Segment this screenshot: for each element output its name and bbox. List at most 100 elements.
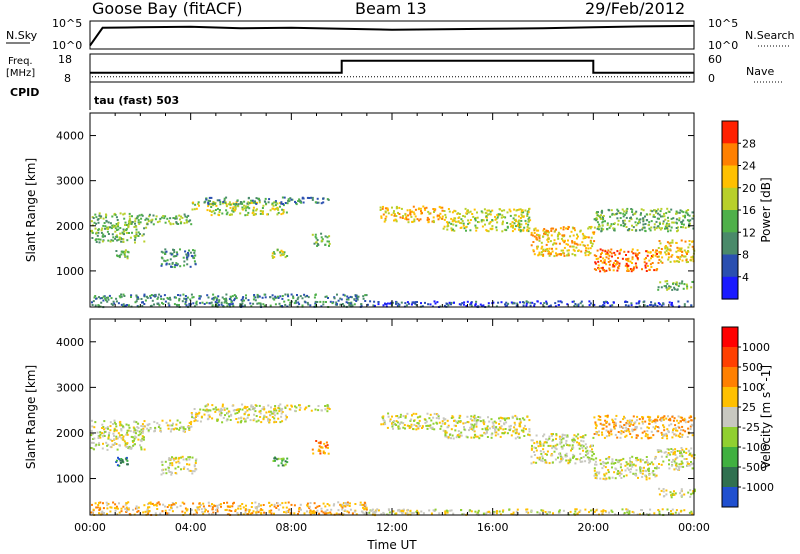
echo-cell (324, 295, 327, 298)
echo-cell (95, 241, 98, 243)
echo-cell (601, 431, 603, 434)
echo-cell (575, 435, 578, 438)
echo-cell (284, 501, 287, 504)
echo-cell (473, 414, 476, 417)
echo-cell (175, 423, 178, 426)
echo-cell (355, 297, 358, 300)
echo-cell (192, 502, 195, 505)
echo-cell (596, 211, 599, 214)
echo-cell (139, 221, 142, 224)
echo-cell (626, 463, 629, 466)
colorbar-swatch (722, 210, 738, 233)
echo-cell (613, 426, 616, 428)
echo-cell (110, 227, 113, 230)
power-colorbar-label: Power [dB] (759, 177, 773, 242)
echo-cell (237, 408, 240, 411)
echo-cell (414, 301, 417, 304)
echo-cell (220, 407, 223, 410)
echo-cell (668, 225, 671, 228)
echo-cell (160, 430, 162, 433)
echo-cell (162, 298, 165, 301)
echo-cell (128, 218, 131, 221)
echo-cell (277, 407, 280, 409)
beam-title: Beam 13 (355, 0, 427, 18)
echo-cell (444, 511, 447, 514)
echo-cell (655, 227, 658, 230)
echo-cell (657, 208, 660, 211)
echo-cell (137, 427, 140, 429)
echo-cell (279, 205, 281, 208)
echo-cell (296, 298, 299, 301)
echo-cell (171, 462, 174, 465)
velocity-colorbar-label: Velocity [m s^-1] (759, 365, 773, 469)
echo-cell (333, 296, 336, 299)
echo-cell (691, 434, 694, 437)
echo-cell (153, 420, 156, 423)
echo-cell (670, 255, 673, 258)
echo-cell (691, 492, 694, 495)
echo-cell (422, 512, 425, 515)
echo-cell (213, 504, 216, 507)
echo-cell (194, 417, 196, 420)
echo-cell (114, 509, 117, 512)
colorbar-swatch (722, 121, 738, 144)
echo-cell (683, 303, 686, 306)
echo-cell (184, 511, 187, 514)
echo-cell (550, 227, 553, 230)
echo-cell (341, 303, 344, 305)
echo-cell (606, 222, 609, 225)
echo-cell (432, 219, 435, 222)
echo-cell (172, 217, 175, 219)
echo-cell (528, 216, 531, 219)
echo-cell (268, 501, 271, 504)
echo-cell (674, 433, 677, 436)
echo-cell (558, 461, 561, 464)
n-search-tick-top: 10^5 (708, 17, 738, 30)
echo-cell (104, 227, 107, 230)
echo-cell (140, 439, 143, 442)
echo-cell (631, 211, 634, 213)
echo-cell (438, 512, 441, 515)
echo-cell (121, 251, 124, 254)
echo-cell (475, 423, 478, 426)
echo-cell (271, 207, 274, 210)
echo-cell (261, 207, 264, 209)
echo-cell (686, 287, 689, 290)
echo-cell (579, 436, 582, 439)
echo-cell (609, 304, 612, 307)
echo-cell (307, 303, 310, 306)
echo-cell (212, 209, 215, 212)
echo-cell (579, 509, 582, 512)
echo-cell (594, 422, 597, 425)
echo-cell (583, 244, 586, 247)
echo-cell (145, 226, 148, 229)
echo-cell (467, 211, 470, 214)
echo-cell (654, 418, 657, 421)
echo-cell (135, 432, 137, 435)
echo-cell (262, 406, 265, 409)
echo-cell (202, 408, 205, 411)
echo-cell (573, 438, 576, 441)
echo-cell (166, 512, 169, 515)
echo-cell (605, 301, 608, 303)
echo-cell (522, 211, 525, 214)
echo-cell (277, 404, 280, 407)
echo-cell (305, 406, 308, 409)
echo-cell (639, 466, 642, 469)
echo-cell (240, 417, 243, 419)
echo-cell (240, 304, 243, 307)
echo-cell (513, 426, 516, 429)
echo-cell (207, 409, 210, 412)
echo-cell (197, 506, 200, 509)
echo-cell (665, 285, 667, 288)
echo-cell (492, 512, 495, 515)
echo-cell (525, 222, 528, 225)
echo-cell (235, 203, 238, 205)
echo-cell (548, 511, 551, 514)
echo-cell (382, 213, 385, 216)
echo-cell (443, 304, 446, 307)
echo-cell (665, 212, 668, 215)
echo-cell (646, 254, 649, 257)
echo-cell (380, 423, 383, 426)
echo-cell (680, 221, 683, 224)
